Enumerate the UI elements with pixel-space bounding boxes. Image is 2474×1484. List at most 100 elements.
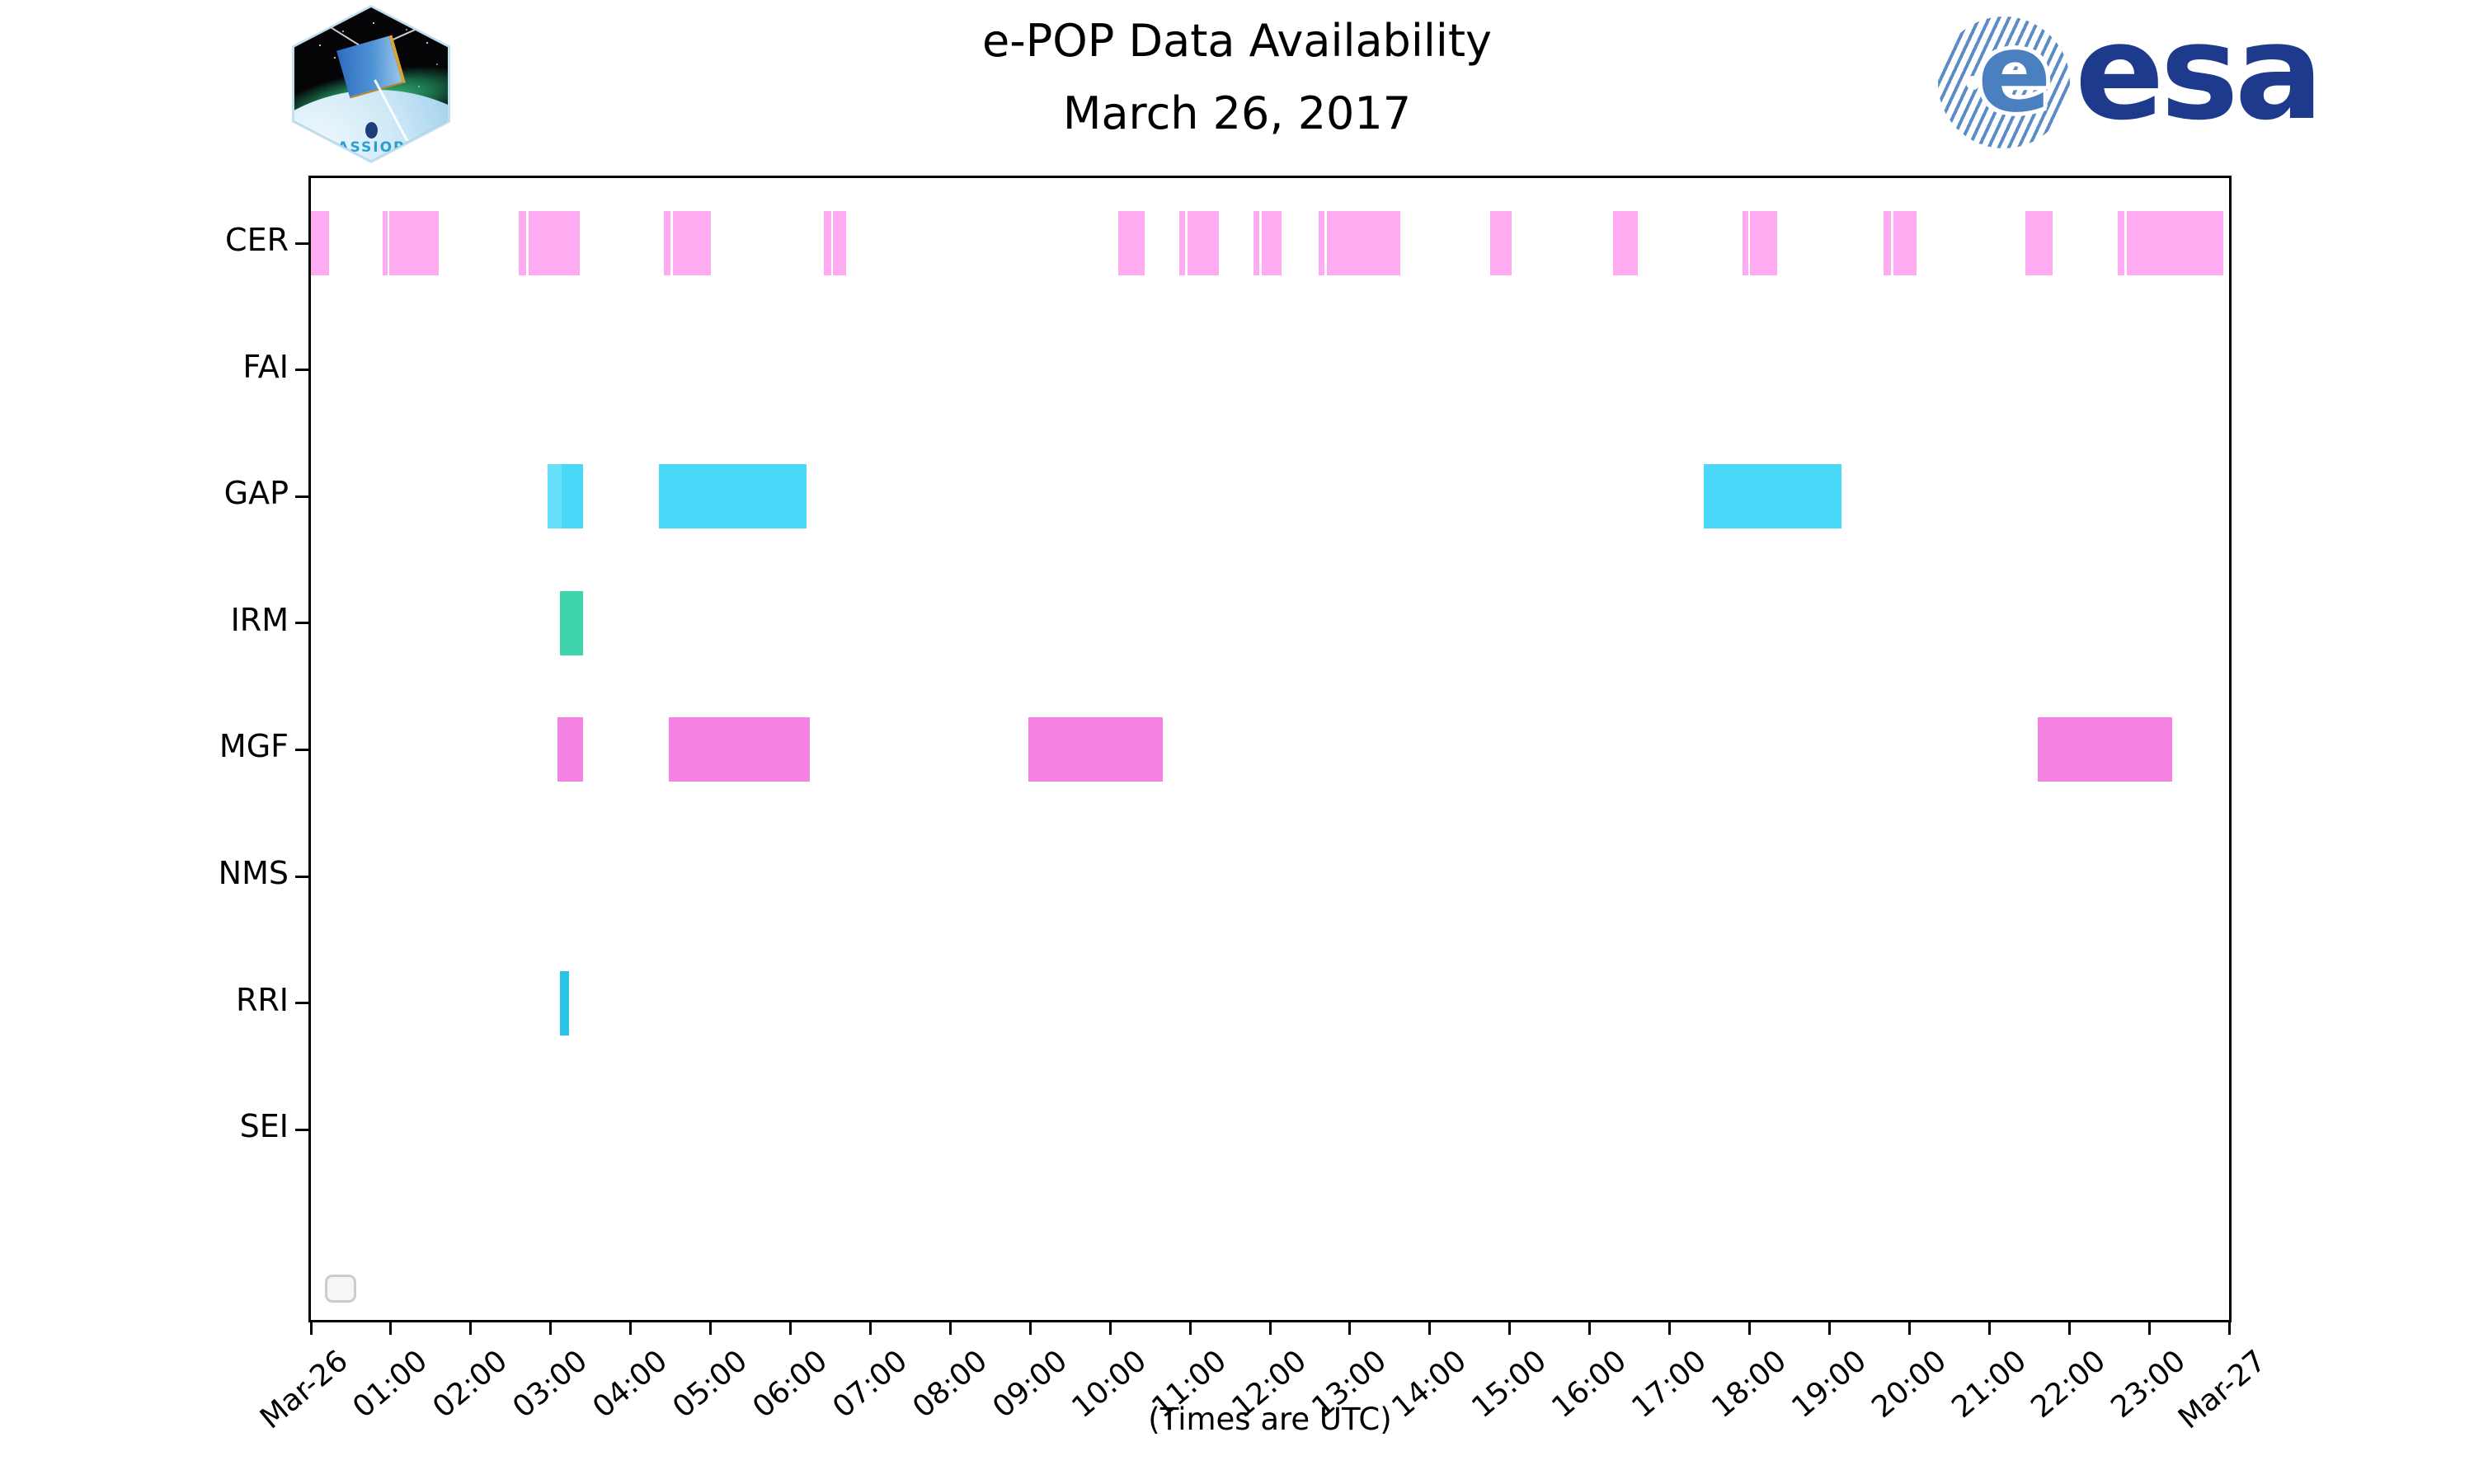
y-tick-sei [295, 1128, 308, 1131]
y-tick-nms [295, 875, 308, 878]
availability-bar-mgf [669, 717, 810, 782]
mission-patch-artwork: CASSIOPE [294, 7, 448, 161]
availability-bar-cer [1750, 211, 1778, 275]
x-tick-hour-12 [1268, 1322, 1272, 1335]
x-axis-label-hour-3: 03:00 [506, 1344, 595, 1425]
x-tick-hour-7 [868, 1322, 872, 1335]
x-tick-hour-21 [1987, 1322, 1991, 1335]
x-tick-hour-9 [1028, 1322, 1032, 1335]
x-axis-label-hour-4: 04:00 [586, 1344, 675, 1425]
availability-bar-cer [673, 211, 711, 275]
x-tick-hour-22 [2067, 1322, 2071, 1335]
x-axis-label-hour-17: 17:00 [1625, 1344, 1713, 1425]
availability-bar-gap [547, 464, 562, 529]
availability-bar-cer [311, 211, 330, 275]
x-tick-hour-1 [389, 1322, 393, 1335]
csa-logo-icon [365, 121, 379, 139]
y-tick-fai [295, 369, 308, 372]
esa-globe-icon: e [1938, 10, 2070, 148]
x-tick-hour-19 [1827, 1322, 1831, 1335]
availability-bar-rri [560, 970, 570, 1036]
y-axis-label-fai: FAI [242, 348, 289, 385]
x-tick-hour-0 [309, 1322, 313, 1335]
chart-subtitle-date: March 26, 2017 [1062, 87, 1412, 139]
y-tick-rri [295, 1002, 308, 1005]
x-tick-hour-13 [1348, 1322, 1352, 1335]
x-axis-label-hour-6: 06:00 [746, 1344, 834, 1425]
mission-patch-label: CASSIOPE [325, 139, 417, 156]
x-axis-label-hour-5: 05:00 [666, 1344, 754, 1425]
availability-bar-cer [1262, 211, 1282, 275]
availability-bar-cer [1884, 211, 1892, 275]
y-axis-label-rri: RRI [235, 981, 289, 1018]
x-axis-label-hour-22: 22:00 [2025, 1344, 2113, 1425]
x-axis-label-hour-21: 21:00 [1945, 1344, 2033, 1425]
availability-bar-irm [560, 590, 584, 655]
y-tick-mgf [295, 748, 308, 751]
y-axis-label-mgf: MGF [219, 728, 289, 765]
y-axis-label-sei: SEI [239, 1108, 289, 1145]
x-axis-label-hour-18: 18:00 [1705, 1344, 1793, 1425]
y-tick-gap [295, 495, 308, 498]
availability-bar-cer [1188, 211, 1219, 275]
availability-bar-mgf [557, 717, 583, 782]
starfield-decoration [327, 24, 329, 26]
availability-bar-cer [1319, 211, 1324, 275]
x-tick-hour-6 [789, 1322, 792, 1335]
availability-bar-cer [1612, 211, 1638, 275]
availability-bar-cer [383, 211, 388, 275]
x-tick-hour-17 [1668, 1322, 1672, 1335]
availability-bar-cer [2126, 211, 2224, 275]
esa-globe-dot [1966, 76, 1980, 90]
x-axis-label-hour-0: Mar-26 [253, 1344, 355, 1436]
availability-bar-cer [2118, 211, 2125, 275]
availability-bar-mgf [1028, 717, 1164, 782]
plot-area [308, 176, 2232, 1322]
availability-bar-cer [832, 211, 847, 275]
x-axis-label-hour-7: 07:00 [825, 1344, 914, 1425]
x-tick-hour-2 [469, 1322, 473, 1335]
x-axis-label-hour-20: 20:00 [1865, 1344, 1953, 1425]
availability-bar-cer [1326, 211, 1400, 275]
availability-bar-cer [664, 211, 671, 275]
y-tick-irm [295, 622, 308, 625]
availability-bar-cer [1489, 211, 1512, 275]
x-axis-label-hour-24: Mar-27 [2171, 1344, 2273, 1436]
x-tick-hour-23 [2147, 1322, 2151, 1335]
x-tick-hour-14 [1428, 1322, 1432, 1335]
availability-bar-mgf [2038, 717, 2173, 782]
y-axis-label-cer: CER [225, 222, 289, 258]
esa-logo-text: esa [2075, 0, 2324, 149]
x-tick-hour-24 [2227, 1322, 2231, 1335]
x-axis-label-hour-19: 19:00 [1785, 1344, 1873, 1425]
y-axis-label-irm: IRM [230, 601, 289, 638]
x-tick-hour-4 [629, 1322, 633, 1335]
availability-bar-cer [518, 211, 526, 275]
availability-bar-cer [1178, 211, 1186, 275]
availability-bar-cer [824, 211, 831, 275]
availability-bar-cer [1742, 211, 1748, 275]
availability-bar-gap [1704, 464, 1841, 529]
x-tick-hour-8 [948, 1322, 952, 1335]
x-tick-hour-15 [1508, 1322, 1512, 1335]
x-tick-hour-18 [1748, 1322, 1751, 1335]
cassiope-mission-patch-logo: CASSIOPE [292, 5, 450, 163]
chart-title: e-POP Data Availability [982, 15, 1492, 67]
y-axis-label-nms: NMS [218, 855, 289, 891]
availability-bar-cer [1117, 211, 1145, 275]
x-tick-hour-5 [709, 1322, 713, 1335]
y-tick-cer [295, 242, 308, 245]
y-axis-label-gap: GAP [223, 475, 289, 512]
availability-bar-cer [1893, 211, 1917, 275]
availability-bar-cer [2025, 211, 2053, 275]
x-tick-hour-11 [1188, 1322, 1192, 1335]
x-tick-hour-3 [549, 1322, 553, 1335]
x-axis-caption: (Times are UTC) [1148, 1402, 1392, 1437]
availability-bar-cer [528, 211, 580, 275]
availability-bar-gap [562, 464, 584, 529]
empty-legend-box [325, 1275, 356, 1303]
esa-globe-e-glyph: e [1978, 10, 2052, 137]
x-tick-hour-10 [1108, 1322, 1112, 1335]
x-tick-hour-20 [1907, 1322, 1911, 1335]
